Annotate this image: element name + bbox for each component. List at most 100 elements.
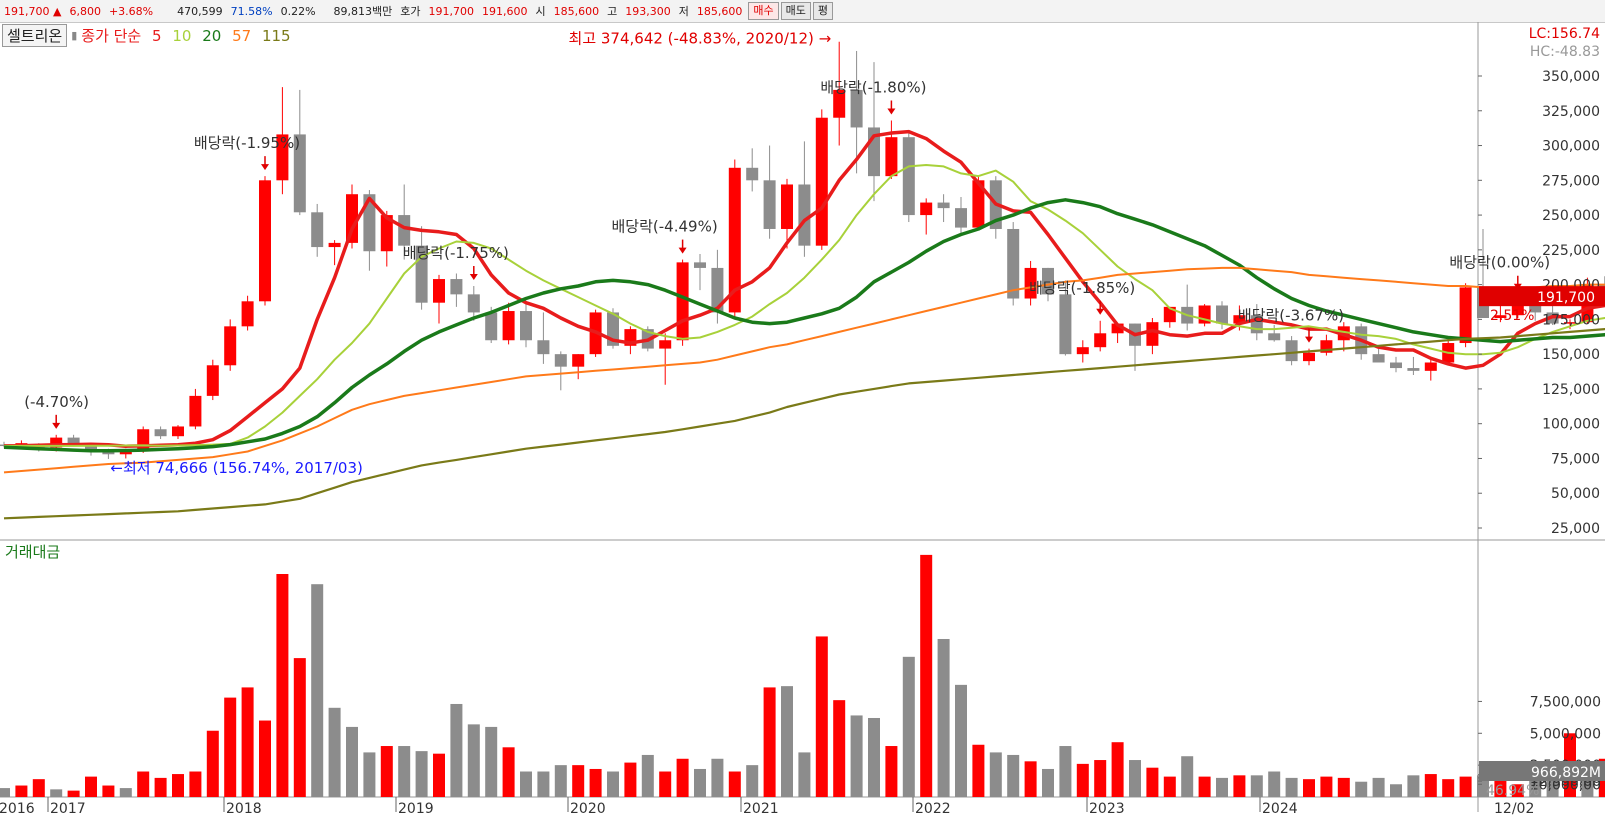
grip-icon: ▮ [71, 28, 78, 42]
ma-legend-label: 종가 단순 [81, 26, 142, 45]
price-tick-label: 125,000 [1542, 382, 1600, 398]
candle-body [32, 444, 45, 448]
time-tick-label: 2016 [0, 801, 35, 817]
time-tick-label: 2018 [226, 801, 262, 817]
stock-name-button[interactable]: 셀트리온 [2, 23, 68, 47]
volume-tick-label: 5,000,000 [1530, 726, 1601, 742]
ma-line-115 [3, 327, 1605, 520]
time-tick-label: 2020 [570, 801, 606, 817]
volume-bar [328, 707, 341, 797]
volume-bar [1581, 762, 1594, 797]
candle-body [102, 451, 115, 455]
candle-body [1407, 368, 1420, 371]
candle-body [1581, 284, 1594, 323]
annotation-label: 배당락(-4.49%) [612, 218, 718, 236]
volume-bar [398, 746, 411, 797]
ma-line-10 [4, 164, 1605, 447]
annotation-label: 배당락(-1.85%) [1029, 279, 1135, 297]
volume-bar [102, 785, 115, 797]
candle-body [1303, 352, 1315, 362]
buy-button[interactable]: 매수 [748, 2, 779, 20]
time-tick-label: 2023 [1089, 801, 1125, 817]
volume-bar [1494, 776, 1507, 797]
quote-label: 호가 [400, 5, 421, 18]
volume-bar [711, 758, 724, 797]
volume-bar [1250, 775, 1263, 797]
volume-bar [433, 753, 445, 797]
candle-body [137, 429, 150, 452]
volume-bar [224, 697, 237, 797]
low-price: 185,600 [696, 4, 743, 18]
volume-bar [554, 765, 567, 797]
eval-button[interactable]: 평 [812, 2, 834, 20]
candle-body [380, 215, 393, 252]
volume-bar [572, 765, 585, 797]
sell-button[interactable]: 매도 [780, 2, 811, 20]
candle-body [641, 329, 654, 349]
volume-bar [241, 687, 254, 797]
ex-dividend-arrow-head [52, 422, 61, 429]
candle-body [1181, 306, 1194, 324]
ex-dividend-arrow-head [1096, 308, 1105, 315]
candle-body [1511, 298, 1524, 316]
candle-body [815, 117, 828, 246]
candle-body [728, 167, 741, 313]
volume-bar [276, 574, 289, 797]
candle-body [1424, 362, 1437, 371]
candle-body [955, 208, 967, 228]
volume-ratio: 0.22% [280, 4, 316, 18]
price-change: 6,800 [69, 4, 101, 18]
volume-bar [1216, 777, 1228, 797]
candle-body [1494, 315, 1507, 318]
candle-body [415, 245, 428, 303]
candle-body [1042, 267, 1054, 295]
candle-body [85, 444, 97, 452]
price-change-pct: +3.68% [108, 4, 154, 18]
chart-title-bar: 셀트리온 ▮ 종가 단순 5 10 20 57 115 [0, 22, 297, 48]
current-price: 191,700 ▲ [4, 4, 62, 18]
candle-body [328, 242, 341, 248]
candle-body [15, 443, 28, 446]
candle-body [346, 194, 358, 243]
annotation-label: 배당락(-1.80%) [820, 79, 926, 97]
candle-body [259, 180, 271, 302]
volume-bar [1459, 776, 1472, 797]
volume-bar [1146, 767, 1159, 797]
time-tick-label: 2024 [1262, 801, 1298, 817]
volume-bar [1198, 776, 1211, 797]
candle-body [502, 311, 515, 341]
candle-body [902, 137, 915, 216]
candle-body [676, 262, 689, 341]
volume-tick-label: 17,500,00 [1530, 768, 1601, 784]
candle-body [311, 212, 324, 248]
volume-bar [798, 752, 811, 797]
candle-body [1320, 340, 1333, 353]
candle-body [206, 365, 219, 396]
candle-body [554, 354, 567, 367]
volume-bar [15, 785, 28, 797]
candle-body [224, 326, 237, 366]
ex-dividend-arrow-head [261, 164, 269, 171]
ex-dividend-arrow-head [1305, 336, 1313, 343]
price-tick-label: 75,000 [1551, 451, 1600, 467]
open-label: 시 [535, 5, 546, 18]
candle-body [1546, 312, 1559, 324]
price-tick-label: 300,000 [1542, 139, 1600, 155]
volume-bar [1303, 779, 1315, 797]
volume-bar [293, 658, 306, 797]
candle-body [1059, 294, 1072, 355]
volume: 470,599 [177, 4, 223, 18]
candle-body [1076, 347, 1089, 355]
volume-tick-label: 2,500,000 [1530, 758, 1601, 774]
candle-body [450, 279, 463, 295]
ex-dividend-arrow-head [1513, 283, 1522, 290]
volume-bar [450, 703, 463, 797]
candle-body [189, 395, 202, 427]
candle-body [67, 437, 80, 445]
candle-body [1564, 322, 1576, 324]
candle-body [1146, 322, 1159, 346]
price-tick-label: 150,000 [1542, 347, 1600, 363]
volume-bar [607, 771, 619, 797]
candle-body [1598, 284, 1605, 299]
